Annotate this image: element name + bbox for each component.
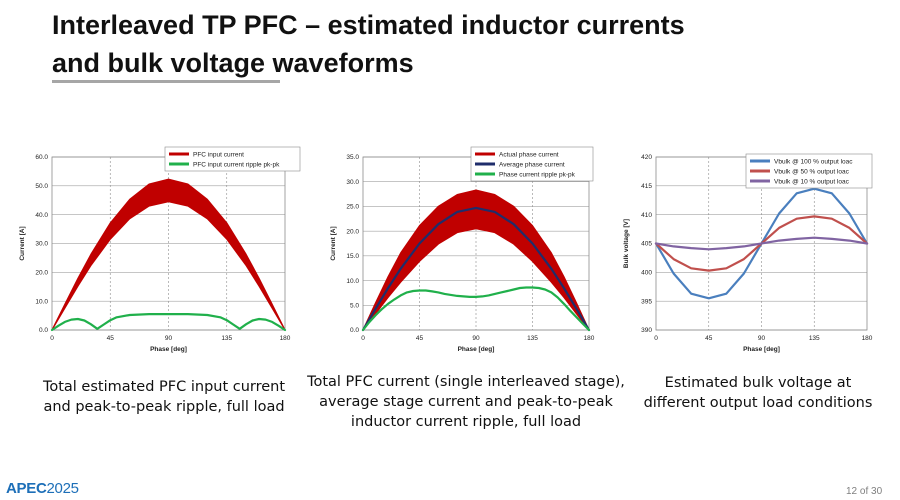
- legend-label: PFC input current ripple pk-pk: [193, 161, 280, 168]
- caption-1-line1: Total estimated PFC input current: [42, 379, 286, 395]
- chart-phase-current: 0.0 5.0 10.0 15.0 20.0 25.0 30.0 35.0 0 45 90 135 18…: [305, 145, 605, 365]
- legend-box: [164, 146, 301, 172]
- x-tick-label: 180: [584, 335, 595, 342]
- y-tick-label: 10.0: [35, 298, 48, 305]
- y-tick-label: 410: [641, 212, 652, 219]
- y-tick-label: 395: [641, 298, 652, 305]
- x-tick-label: 90: [472, 335, 480, 342]
- page-number: 12 of 30: [846, 486, 883, 497]
- y-tick-label: 400: [641, 270, 652, 277]
- caption-chart-1: Total estimated PFC input current and pe…: [24, 377, 304, 417]
- x-tick-label: 135: [221, 335, 232, 342]
- series-phase-current-ripple-pk-pk-line: [361, 286, 591, 332]
- legend-label: Actual phase current: [499, 151, 559, 158]
- legend-label: Vbulk @ 100 % output loac: [774, 158, 853, 165]
- x-axis-title: Phase [deg]: [150, 346, 187, 353]
- legend-label: Average phase current: [499, 161, 565, 168]
- legend-label: PFC input current: [193, 151, 244, 158]
- x-tick-label: 45: [416, 335, 424, 342]
- apec-logo-year: 2025: [46, 480, 79, 497]
- x-axis-title: Phase [deg]: [458, 346, 495, 353]
- y-axis-title: Current [A]: [19, 226, 26, 260]
- caption-1-line2: and peak-to-peak ripple, full load: [43, 399, 285, 415]
- caption-2-line3: inductor current ripple, full load: [350, 414, 582, 430]
- y-tick-label: 405: [641, 241, 652, 248]
- x-tick-label: 45: [107, 335, 115, 342]
- y-tick-label: 390: [641, 327, 652, 334]
- chart-bulk-voltage: 390 395 400 405 410 415 420 0 45 90 135 180 Phase [d…: [610, 145, 890, 365]
- y-tick-label: 10.0: [346, 278, 359, 285]
- y-tick-label: 0.0: [39, 327, 48, 334]
- y-tick-label: 5.0: [350, 302, 359, 309]
- chart-input-current: 0.0 10.0 20.0 30.0 40.0 50.0 60.0 0 45 90 135 180 Ph…: [0, 145, 301, 365]
- x-axis-title: Phase [deg]: [743, 346, 780, 353]
- slide-title: Interleaved TP PFC – estimated inductor …: [52, 6, 872, 82]
- legend-label: Vbulk @ 50 % output loac: [774, 168, 850, 175]
- y-tick-label: 15.0: [346, 253, 359, 260]
- y-tick-label: 420: [641, 154, 652, 161]
- x-tick-label: 0: [361, 335, 365, 342]
- chart-phase-current-svg: 0.0 5.0 10.0 15.0 20.0 25.0 30.0 35.0 0 45 90 135 18…: [330, 146, 595, 353]
- y-tick-label: 25.0: [346, 204, 359, 211]
- x-tick-label: 90: [758, 335, 766, 342]
- y-tick-label: 40.0: [35, 212, 48, 219]
- caption-chart-3: Estimated bulk voltage at different outp…: [630, 373, 886, 413]
- y-tick-label: 415: [641, 183, 652, 190]
- series-vbulk-10-output-loac-line: [654, 236, 869, 251]
- apec-logo-text: APEC: [6, 480, 47, 497]
- legend-label: Vbulk @ 10 % output loac: [774, 178, 850, 185]
- slide-title-line1: Interleaved TP PFC – estimated inductor …: [52, 10, 685, 40]
- caption-2-line1: Total PFC current (single interleaved st…: [307, 374, 625, 390]
- x-tick-label: 135: [527, 335, 538, 342]
- series-average-phase-current-line: [361, 206, 591, 332]
- chart-input-current-svg: 0.0 10.0 20.0 30.0 40.0 50.0 60.0 0 45 90 135 180 Ph…: [19, 146, 301, 353]
- caption-chart-2: Total PFC current (single interleaved st…: [306, 372, 626, 432]
- x-tick-label: 180: [280, 335, 291, 342]
- x-tick-label: 0: [50, 335, 54, 342]
- title-underline: [52, 80, 280, 83]
- y-tick-label: 20.0: [35, 270, 48, 277]
- legend-label: Phase current ripple pk-pk: [499, 171, 576, 178]
- y-tick-label: 60.0: [35, 154, 48, 161]
- y-tick-label: 35.0: [346, 154, 359, 161]
- x-tick-label: 0: [654, 335, 658, 342]
- caption-3-line2: different output load conditions: [643, 395, 873, 411]
- y-tick-label: 30.0: [346, 179, 359, 186]
- y-tick-label: 20.0: [346, 228, 359, 235]
- chart-bulk-voltage-svg: 390 395 400 405 410 415 420 0 45 90 135 180 Phase [d…: [623, 153, 873, 353]
- caption-2-line2: average stage current and peak-to-peak: [319, 394, 613, 410]
- y-tick-label: 30.0: [35, 241, 48, 248]
- series-pfc-input-current-ripple-pk-pk-line: [50, 313, 287, 332]
- y-axis-title: Current [A]: [330, 226, 337, 260]
- slide-title-line2: and bulk voltage waveforms: [52, 48, 414, 78]
- x-tick-label: 135: [809, 335, 820, 342]
- x-tick-label: 180: [862, 335, 873, 342]
- y-tick-label: 50.0: [35, 183, 48, 190]
- apec-logo: APEC2025: [6, 480, 79, 497]
- y-tick-label: 0.0: [350, 327, 359, 334]
- caption-3-line1: Estimated bulk voltage at: [664, 375, 852, 391]
- x-tick-label: 45: [705, 335, 713, 342]
- x-tick-label: 90: [165, 335, 173, 342]
- y-axis-title: Bulk voltage [V]: [623, 219, 630, 268]
